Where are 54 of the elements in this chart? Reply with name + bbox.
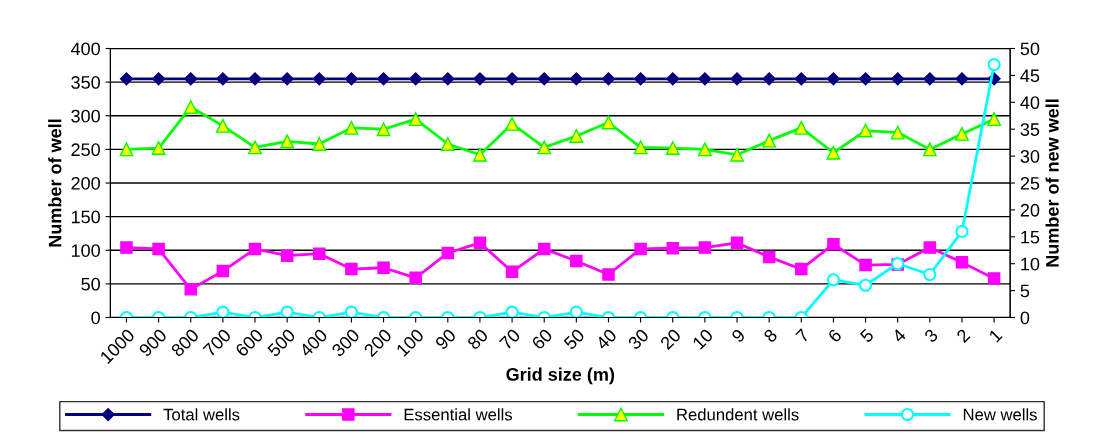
y-tick-label: 350 (71, 76, 100, 89)
x-tick-label: 800 (170, 328, 200, 358)
x-tick-label: 300 (330, 328, 361, 358)
x-tick-label: 7 (795, 328, 810, 343)
x-tick-label: 3 (923, 328, 939, 344)
y2-tick-label: 0 (1020, 311, 1030, 325)
legend-label: Total wells (163, 408, 240, 421)
x-tick-label: 5 (859, 328, 875, 344)
y-tick-label: 250 (71, 143, 100, 157)
y-axis-title: Number of well (48, 119, 62, 247)
x-tick-label: 500 (266, 328, 297, 358)
x-tick-label: 80 (466, 328, 489, 351)
y2-axis-title: Number of new well (1045, 99, 1059, 267)
x-tick-label: 900 (138, 328, 168, 358)
x-axis-title: Grid size (m) (506, 367, 615, 385)
y-tick-label: 150 (71, 210, 100, 224)
x-tick-label: 600 (234, 328, 264, 358)
y-tick-label: 0 (91, 311, 100, 325)
x-tick-label: 40 (594, 328, 618, 351)
x-tick-label: 4 (891, 328, 907, 344)
x-tick-label: 60 (531, 328, 554, 351)
x-tick-label: 20 (659, 328, 682, 351)
x-tick-label: 2 (955, 328, 971, 343)
y-tick-label: 200 (71, 176, 100, 190)
y-tick-label: 300 (71, 109, 100, 123)
x-tick-label: 200 (363, 328, 393, 358)
x-tick-label: 8 (762, 328, 778, 344)
x-tick-label: 50 (563, 328, 586, 351)
y2-tick-label: 45 (1020, 69, 1040, 83)
x-tick-label: 1 (988, 328, 1003, 343)
y2-tick-label: 40 (1020, 96, 1040, 110)
y2-tick-label: 15 (1021, 230, 1040, 244)
x-tick-label: 400 (298, 328, 329, 358)
y-tick-label: 50 (81, 277, 100, 291)
y-tick-label: 100 (71, 244, 100, 257)
y2-tick-label: 50 (1020, 42, 1040, 56)
y2-tick-label: 5 (1020, 284, 1030, 298)
x-tick-label: 70 (498, 328, 521, 351)
x-tick-label: 10 (692, 328, 714, 350)
y2-tick-label: 35 (1020, 123, 1040, 136)
y2-tick-label: 20 (1020, 203, 1040, 217)
x-tick-label: 9 (730, 328, 746, 344)
legend-label: Redundent wells (677, 408, 799, 421)
y-tick-label: 400 (70, 42, 100, 56)
y2-tick-label: 25 (1020, 176, 1040, 190)
x-tick-label: 700 (202, 328, 232, 358)
legend-label: New wells (963, 408, 1037, 421)
x-tick-label: 30 (627, 328, 650, 351)
legend-label: Essential wells (404, 408, 513, 421)
y2-tick-label: 10 (1021, 257, 1040, 271)
x-tick-label: 90 (434, 328, 457, 351)
x-tick-label: 6 (827, 328, 843, 344)
x-tick-label: 100 (395, 328, 425, 357)
y2-tick-label: 30 (1020, 150, 1040, 163)
